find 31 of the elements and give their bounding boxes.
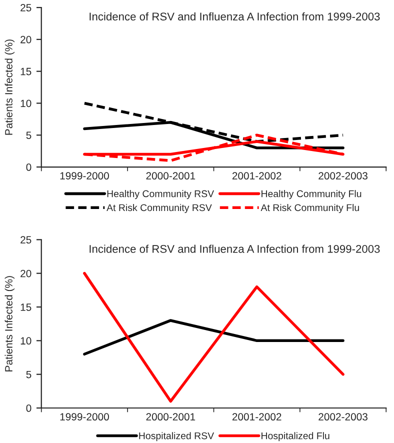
y-tick-label: 10 [20, 337, 32, 345]
y-tick-label: 5 [26, 132, 32, 139]
legend-label: Hospitalized Flu [262, 432, 330, 442]
x-tick-label: 1999-2000 [60, 413, 109, 421]
x-tick-label: 2000-2001 [146, 413, 196, 421]
y-tick-label: 0 [26, 164, 32, 171]
line-series [83, 272, 344, 403]
legend-label: Healthy Community RSV [107, 190, 214, 200]
legend-label: At Risk Community RSV [106, 204, 212, 214]
x-tick-label: 2002-2003 [318, 172, 368, 180]
y-tick-label: 20 [20, 270, 32, 278]
x-tick-label: 2000-2001 [146, 172, 196, 180]
y-axis-title: Patients Infected (%) [4, 276, 14, 372]
x-tick-label: 2002-2003 [318, 413, 368, 421]
y-tick-label: 15 [20, 68, 32, 76]
x-tick-label: 2001-2002 [232, 413, 282, 421]
legend-label: Healthy Community Flu [262, 190, 362, 200]
y-tick-label: 25 [20, 4, 32, 12]
chart-title: Incidence of RSV and Influenza A Infection from 1999-2003 [90, 12, 380, 20]
legend-label: At Risk Community Flu [260, 204, 359, 214]
chart-title: Incidence of RSV and Influenza A Infection from 1999-2003 [90, 244, 380, 253]
y-tick-label: 25 [20, 236, 32, 244]
y-tick-label: 5 [26, 370, 32, 378]
legend-label: Hospitalized RSV [139, 432, 214, 442]
y-axis-title: Patients Infected (%) [4, 40, 14, 135]
x-tick-label: 1999-2000 [60, 172, 109, 180]
y-tick-label: 10 [20, 100, 32, 108]
x-tick-label: 2001-2002 [232, 172, 282, 180]
y-tick-label: 15 [20, 304, 32, 311]
y-tick-label: 20 [20, 36, 32, 44]
y-tick-label: 0 [26, 404, 32, 412]
